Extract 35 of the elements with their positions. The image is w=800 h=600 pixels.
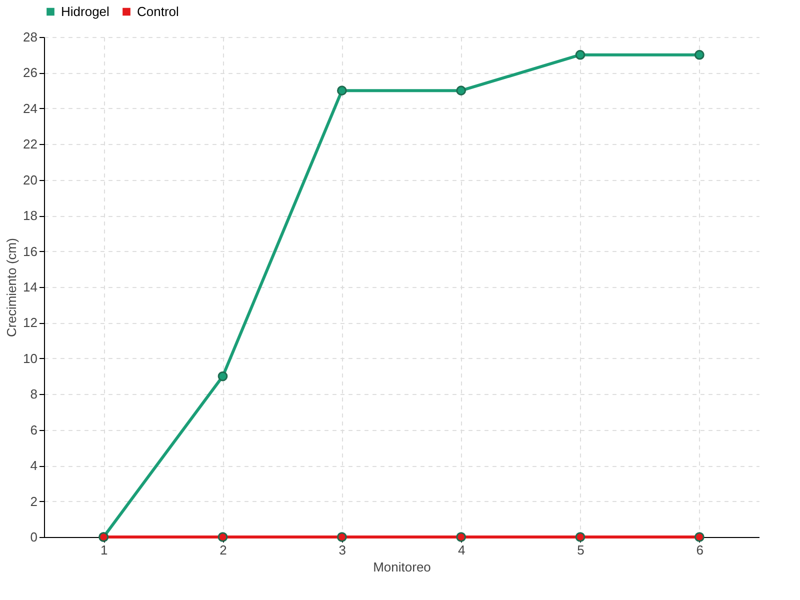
point [336,532,347,542]
legend-label: Control [137,4,180,19]
point [456,86,466,96]
y-tick-label: 6 [30,422,38,438]
y-tick-label: 10 [23,350,38,366]
x-tick-label: 4 [458,542,466,558]
y-tick-label: 18 [23,208,38,224]
y-tick-label: 20 [23,172,38,188]
x-axis-title: Monitoreo [373,560,431,574]
x-tick-label: 2 [220,542,227,558]
y-tick-label: 4 [30,458,38,474]
x-tick-label: 6 [696,542,704,558]
y-tick-label: 26 [23,65,38,80]
y-tick-label: 24 [23,100,38,116]
x-tick-label: 5 [577,542,584,558]
point [218,371,228,382]
y-tick-label: 2 [30,494,38,509]
y-tick-label: 22 [23,136,38,152]
point [456,532,466,542]
y-axis-title: Crecimiento (cm) [4,238,20,337]
y-tick-label: 12 [23,315,38,330]
point [575,50,586,60]
point [336,86,347,96]
point [575,532,586,542]
point [694,50,704,60]
x-tick-label: 3 [338,542,346,558]
y-tick-label: 0 [30,530,38,544]
x-tick-label: 1 [100,542,108,558]
y-tick-label: 14 [23,280,38,294]
legend-label: Hidrogel [61,4,110,19]
point [218,532,228,542]
y-tick-label: 28 [23,30,38,44]
y-tick-label: 16 [23,244,38,259]
point [694,532,704,542]
y-tick-label: 8 [30,386,38,402]
